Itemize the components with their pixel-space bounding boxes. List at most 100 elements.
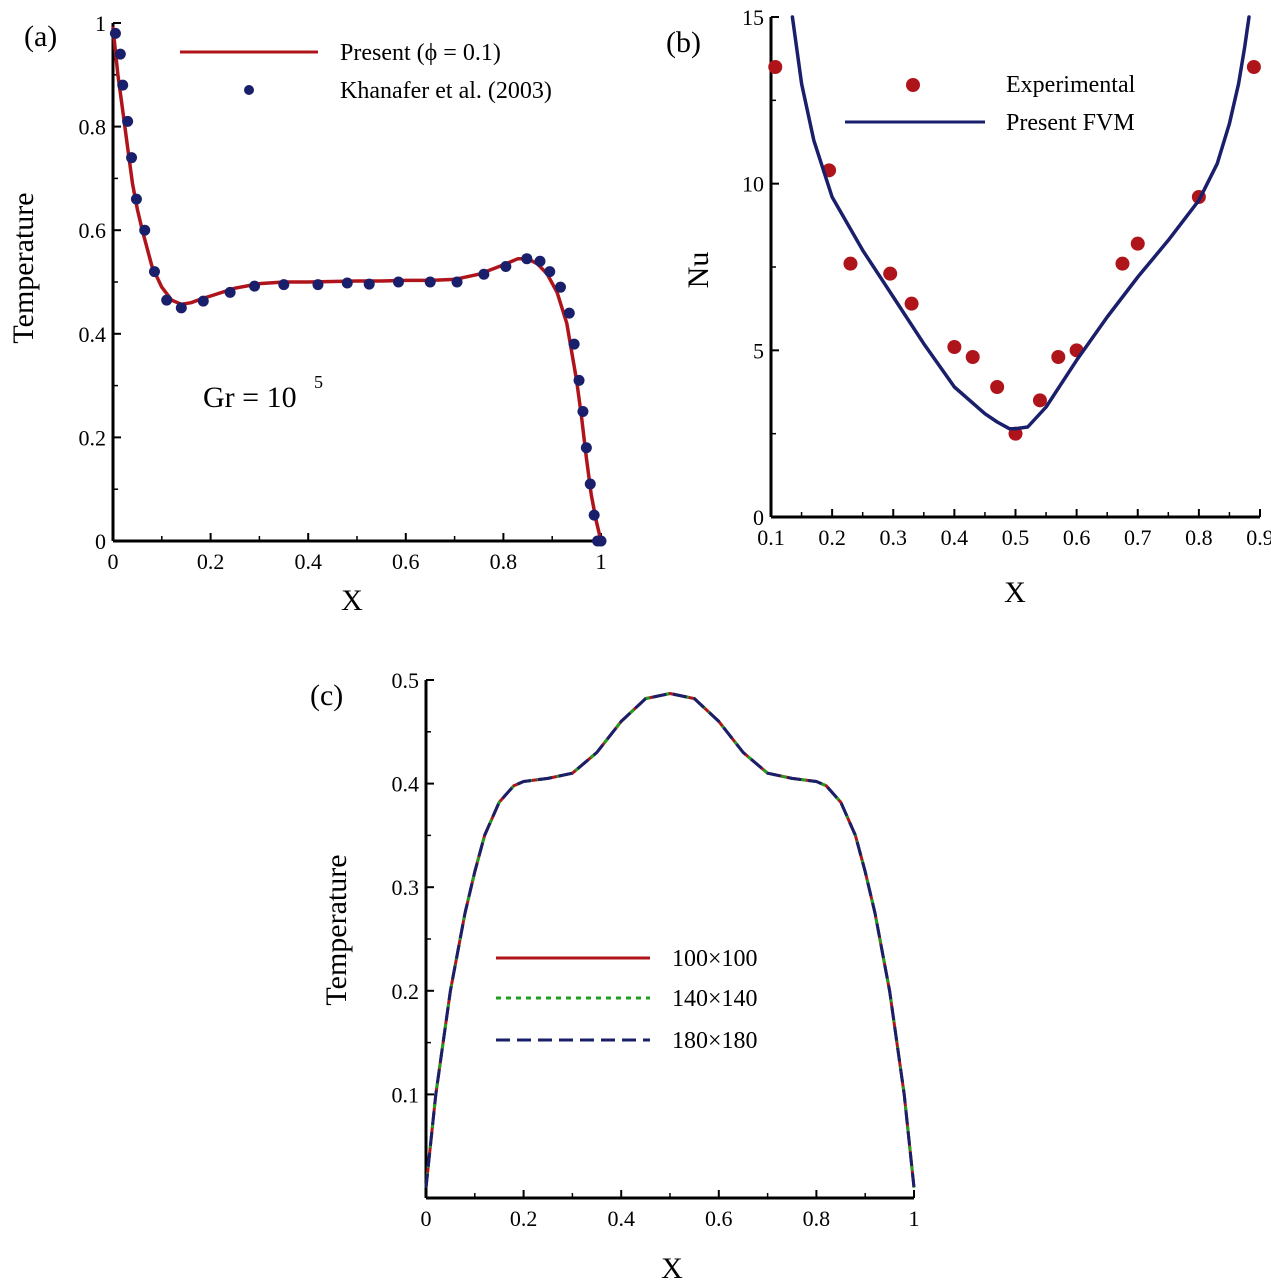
x-tick-label: 0.8 <box>1185 525 1213 550</box>
legend-label-140: 140×140 <box>672 986 758 1012</box>
panel-a-temperature-profile: (a) 0 0.2 0.4 0.6 0.8 1 0 0.2 0.4 0.6 0.8 1 X Tempe… <box>7 11 607 617</box>
y-tick-label: 0.2 <box>79 425 107 450</box>
legend-label-present: Present (ϕ = 0.1) <box>340 40 501 66</box>
x-tick-label: 1 <box>909 1206 920 1231</box>
data-point <box>580 442 592 454</box>
series-line-1 <box>424 692 916 1188</box>
panel-b-data <box>768 15 1261 441</box>
x-tick-label: 0.8 <box>803 1206 831 1231</box>
x-tick-label: 0.8 <box>490 549 518 574</box>
data-point <box>577 406 589 417</box>
legend-marker-experimental <box>906 78 920 92</box>
data-point <box>126 152 138 164</box>
data-point <box>478 268 490 280</box>
panel-b-ticks: 0.1 0.2 0.3 0.4 0.5 0.6 0.7 0.8 0.9 0 5 10 15 <box>742 5 1271 550</box>
data-point <box>148 266 160 278</box>
y-tick-label: 5 <box>753 338 764 363</box>
data-point <box>588 509 600 521</box>
y-tick-label: 15 <box>742 5 764 30</box>
x-tick-label: 0.2 <box>818 525 846 550</box>
data-point <box>544 266 556 278</box>
data-point <box>392 276 404 288</box>
panel-c-axes <box>424 680 914 1200</box>
data-point <box>990 380 1005 394</box>
data-point <box>843 256 858 271</box>
data-point <box>161 294 173 306</box>
panel-a-annotation-sup: 5 <box>314 372 323 392</box>
panel-c-data <box>424 692 916 1188</box>
series-line-0 <box>424 692 916 1188</box>
y-tick-label: 1 <box>95 11 106 36</box>
panel-c-label: (c) <box>310 679 343 712</box>
panel-b-label: (b) <box>666 26 701 59</box>
panel-a-legend: Present (ϕ = 0.1) Khanafer et al. (2003) <box>180 40 552 104</box>
data-point <box>130 193 142 205</box>
data-point <box>117 79 129 91</box>
data-point <box>363 278 375 290</box>
legend-label-khanafer: Khanafer et al. (2003) <box>340 78 552 104</box>
y-tick-label: 0.1 <box>392 1082 420 1107</box>
data-point <box>451 276 463 288</box>
data-point <box>1130 236 1145 251</box>
x-tick-label: 0.2 <box>510 1206 538 1231</box>
data-point <box>947 340 962 354</box>
data-point <box>563 307 575 319</box>
x-tick-label: 0.7 <box>1124 525 1152 550</box>
y-tick-label: 0 <box>95 529 106 554</box>
panel-b-xlabel: X <box>1004 576 1026 609</box>
x-tick-label: 0.4 <box>607 1206 635 1231</box>
y-tick-label: 0 <box>753 505 764 530</box>
panel-c-legend: 100×100 140×140 180×180 <box>496 946 758 1054</box>
data-point <box>1246 60 1261 74</box>
panel-a-label: (a) <box>24 20 57 53</box>
data-point <box>500 260 512 272</box>
legend-label-180: 180×180 <box>672 1028 758 1054</box>
panel-a-annotation-text: Gr = 10 <box>203 381 297 414</box>
data-point <box>114 48 126 60</box>
legend-label-fvm: Present FVM <box>1006 110 1135 136</box>
data-point <box>883 266 898 281</box>
data-point <box>122 115 134 127</box>
y-tick-label: 0.4 <box>392 772 420 797</box>
x-tick-label: 0.5 <box>1002 525 1030 550</box>
panel-a-data <box>109 26 607 547</box>
x-tick-label: 0.2 <box>197 549 225 574</box>
data-point <box>278 279 290 291</box>
data-point <box>175 302 187 314</box>
data-point <box>1051 350 1066 364</box>
panel-a-ticks: 0 0.2 0.4 0.6 0.8 1 0 0.2 0.4 0.6 0.8 1 <box>79 11 607 574</box>
y-tick-label: 0.5 <box>392 668 420 693</box>
series-line-2 <box>424 692 916 1188</box>
data-point <box>139 224 151 236</box>
x-tick-label: 0.1 <box>757 525 785 550</box>
panel-b-legend: Experimental Present FVM <box>845 72 1136 136</box>
data-point <box>197 295 209 307</box>
data-point <box>424 276 436 288</box>
x-tick-label: 0.4 <box>294 549 322 574</box>
y-tick-label: 10 <box>742 172 764 197</box>
x-tick-label: 0.6 <box>1063 525 1091 550</box>
panel-c-xlabel: X <box>661 1252 683 1285</box>
data-point <box>224 286 236 298</box>
panel-c-ticks: 0 0.2 0.4 0.6 0.8 1 0.1 0.2 0.3 0.4 0.5 <box>392 668 920 1231</box>
data-point <box>249 280 261 292</box>
x-tick-label: 0.3 <box>880 525 908 550</box>
panel-a-ylabel: Temperature <box>7 192 40 343</box>
x-tick-label: 0 <box>108 549 119 574</box>
x-tick-label: 0.4 <box>941 525 969 550</box>
panel-a-xlabel: X <box>341 584 363 617</box>
panel-b-ylabel: Nu <box>682 252 715 289</box>
y-tick-label: 0.8 <box>79 115 107 140</box>
y-tick-label: 0.4 <box>79 322 107 347</box>
series-line-0 <box>111 26 603 543</box>
data-point <box>521 253 533 265</box>
data-point <box>568 338 580 350</box>
panel-a-annotation: Gr = 10 5 <box>203 372 323 414</box>
y-tick-label: 0.3 <box>392 875 420 900</box>
panel-c-grid-study: (c) 0 0.2 0.4 0.6 0.8 1 0.1 0.2 0.3 0.4 0.5 X Temp… <box>310 668 920 1285</box>
data-point <box>904 296 919 311</box>
legend-label-experimental: Experimental <box>1006 72 1136 98</box>
data-point <box>1115 256 1130 271</box>
